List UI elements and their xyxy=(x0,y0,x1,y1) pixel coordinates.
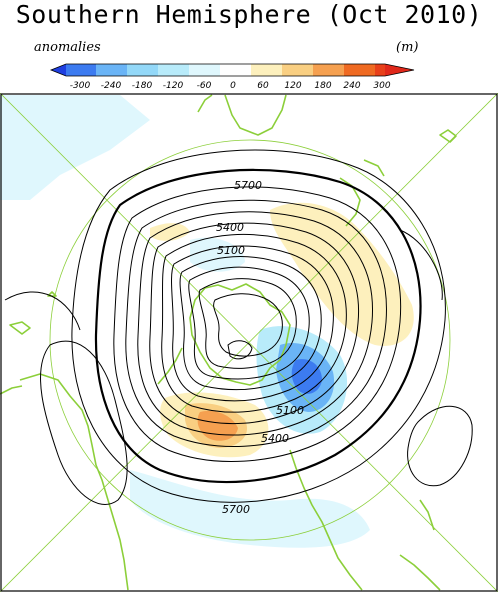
contour-label: 5100 xyxy=(217,244,245,257)
contour-label: 5400 xyxy=(216,221,244,234)
coastline-madagascar xyxy=(419,499,435,531)
height-contour xyxy=(40,340,128,505)
map-title: Southern Hemisphere (Oct 2010) xyxy=(15,0,483,29)
contour-labels: 5700 5400 5100 5100 5400 5700 xyxy=(216,179,304,516)
colorbar-tick: -60 xyxy=(197,81,212,91)
colorbar-swatch xyxy=(251,64,282,76)
height-contour xyxy=(399,229,443,301)
colorbar-tick: -180 xyxy=(132,81,153,91)
anomaly-weak-negative-area xyxy=(130,470,370,548)
colorbar-swatch xyxy=(344,64,375,76)
height-contour-5100 xyxy=(171,245,334,402)
coastline-new-zealand xyxy=(363,159,385,177)
projection-diagonals xyxy=(0,93,498,592)
colorbar-tick: 60 xyxy=(257,81,269,91)
coastline-australia xyxy=(197,94,213,113)
colorbar-swatch xyxy=(375,64,385,76)
contour-label: 5700 xyxy=(234,179,262,192)
hemisphere-map: 5700 5400 5100 5100 5400 5700 xyxy=(0,93,498,592)
height-contour xyxy=(198,278,297,369)
colorbar-tick: 0 xyxy=(230,81,236,91)
coastlines xyxy=(0,94,457,591)
legend-anomalies-label: anomalies xyxy=(34,40,101,55)
height-contour xyxy=(161,233,347,413)
anomaly-weak-positive-area xyxy=(270,202,414,346)
colorbar-tick: 180 xyxy=(314,81,331,91)
height-contour xyxy=(407,405,473,487)
coastline-australia xyxy=(224,94,287,136)
colorbar-swatch xyxy=(66,64,96,76)
height-contour xyxy=(4,291,81,331)
colorbar-tick: 300 xyxy=(373,81,390,91)
height-contour xyxy=(227,340,253,360)
height-contour xyxy=(149,222,360,425)
anomaly-weak-positive-area xyxy=(150,223,190,241)
height-contour xyxy=(113,186,402,462)
colorbar-swatch xyxy=(189,64,220,76)
height-contour xyxy=(188,266,310,380)
colorbar-swatch xyxy=(385,64,414,76)
colorbar-tick: -300 xyxy=(70,81,91,91)
contour-label: 5400 xyxy=(261,432,289,445)
height-contours xyxy=(4,149,473,505)
height-contour xyxy=(213,293,283,357)
colorbar-swatch xyxy=(220,64,251,76)
coastline-south-america xyxy=(19,373,129,591)
coastline-new-zealand xyxy=(339,177,361,227)
map-frame xyxy=(0,93,498,592)
height-contour-5700 xyxy=(94,168,422,484)
coastline-antarctic-peninsula xyxy=(157,347,183,385)
colorbar-swatch xyxy=(51,64,66,76)
colorbar-swatch xyxy=(313,64,344,76)
anomaly-weak-negative-area xyxy=(0,95,150,200)
coastline-antarctica xyxy=(189,283,291,386)
coastline-africa xyxy=(399,554,441,591)
coastline-island xyxy=(439,129,457,143)
legend-unit-label: (m) xyxy=(396,40,419,55)
colorbar-swatch xyxy=(158,64,189,76)
colorbar-tick-labels: -300 -240 -180 -120 -60 0 60 120 180 240… xyxy=(70,81,391,91)
coastline-south-america xyxy=(0,385,23,395)
contour-label: 5700 xyxy=(222,503,250,516)
colorbar-swatch xyxy=(96,64,127,76)
colorbar-swatch xyxy=(282,64,313,76)
coastline-island xyxy=(9,321,31,335)
colorbar-tick: 120 xyxy=(284,81,301,91)
coastline-africa xyxy=(289,449,363,591)
colorbar-tick: -240 xyxy=(101,81,122,91)
height-contour-5400 xyxy=(137,211,374,436)
colorbar-tick: -120 xyxy=(163,81,184,91)
anomaly-strong-negative-area xyxy=(291,359,322,394)
color-legend: -300 -240 -180 -120 -60 0 60 120 180 240… xyxy=(49,63,415,91)
height-contour xyxy=(179,256,322,391)
height-contour xyxy=(125,199,387,447)
contour-label: 5100 xyxy=(276,404,304,417)
colorbar-swatch xyxy=(127,64,158,76)
colorbar-swatches xyxy=(49,63,415,77)
colorbar-tick: 240 xyxy=(343,81,360,91)
